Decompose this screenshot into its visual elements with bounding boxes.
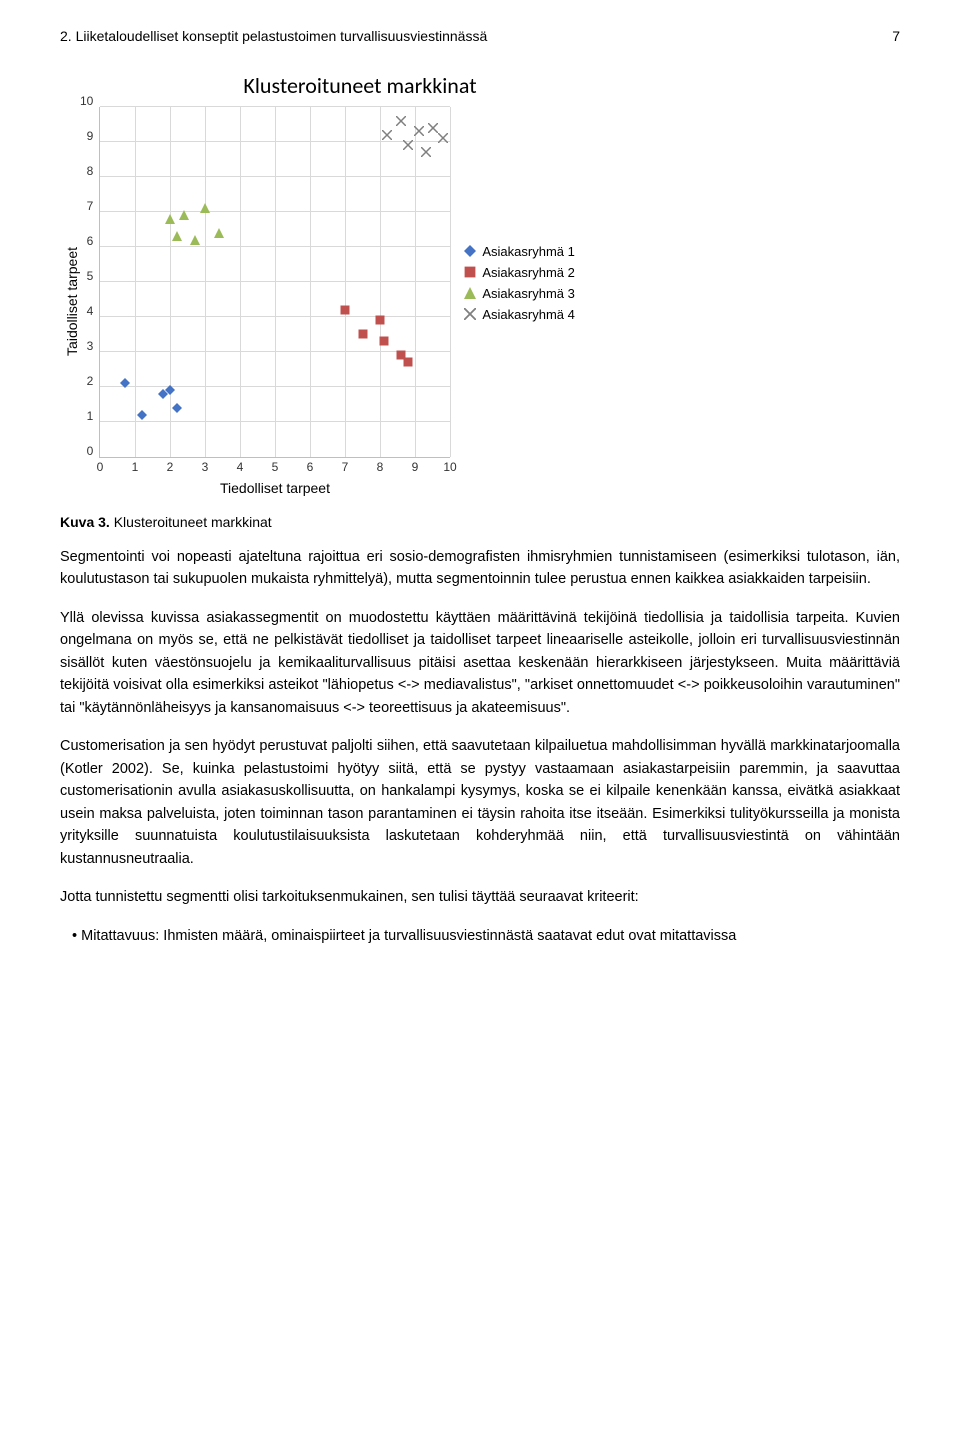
data-point (403, 137, 413, 147)
header-page-number: 7 (892, 28, 900, 44)
data-point (438, 130, 448, 140)
paragraph-1: Segmentointi voi nopeasti ajateltuna raj… (60, 546, 900, 591)
plot-area (99, 107, 450, 458)
paragraph-2: Yllä olevissa kuvissa asiakassegmentit o… (60, 607, 900, 719)
data-point (137, 407, 147, 417)
header-title: 2. Liiketaloudelliset konseptit pelastus… (60, 28, 487, 44)
y-axis-label: Taidolliset tarpeet (60, 247, 80, 356)
data-point (428, 120, 438, 130)
diamond-icon (464, 245, 476, 257)
data-point (179, 207, 189, 217)
legend-item: Asiakasryhmä 3 (464, 286, 574, 301)
scatter-chart: Klusteroituneet markkinat Taidolliset ta… (60, 72, 660, 496)
bullet-1: Mitattavuus: Ihmisten määrä, ominaispiir… (60, 925, 900, 947)
data-point (414, 123, 424, 133)
data-point (375, 312, 385, 322)
legend-item: Asiakasryhmä 1 (464, 244, 574, 259)
caption-text: Klusteroituneet markkinat (114, 514, 272, 530)
paragraph-3: Customerisation ja sen hyödyt perustuvat… (60, 735, 900, 870)
chart-legend: Asiakasryhmä 1 Asiakasryhmä 2 Asiakasryhmä… (464, 238, 574, 328)
caption-label: Kuva 3. (60, 514, 110, 530)
data-point (379, 333, 389, 343)
legend-label: Asiakasryhmä 2 (482, 265, 574, 280)
square-icon (464, 266, 476, 278)
data-point (403, 354, 413, 364)
data-point (358, 326, 368, 336)
data-point (172, 228, 182, 238)
data-point (396, 113, 406, 123)
data-point (190, 232, 200, 242)
legend-label: Asiakasryhmä 1 (482, 244, 574, 259)
data-point (421, 144, 431, 154)
x-axis-label: Tiedolliset tarpeet (100, 480, 450, 496)
data-point (120, 375, 130, 385)
data-point (165, 382, 175, 392)
data-point (214, 225, 224, 235)
data-point (172, 400, 182, 410)
x-axis-ticks: 012345678910 (100, 458, 450, 474)
legend-label: Asiakasryhmä 4 (482, 307, 574, 322)
data-point (165, 211, 175, 221)
legend-label: Asiakasryhmä 3 (482, 286, 574, 301)
legend-item: Asiakasryhmä 2 (464, 265, 574, 280)
paragraph-4: Jotta tunnistettu segmentti olisi tarkoi… (60, 886, 900, 908)
figure-caption: Kuva 3. Klusteroituneet markkinat (60, 514, 900, 530)
legend-item: Asiakasryhmä 4 (464, 307, 574, 322)
data-point (340, 302, 350, 312)
data-point (200, 200, 210, 210)
chart-title: Klusteroituneet markkinat (60, 72, 660, 99)
x-icon (464, 308, 476, 320)
y-axis-ticks: 109876543210 (80, 107, 99, 457)
page-header: 2. Liiketaloudelliset konseptit pelastus… (60, 28, 900, 44)
data-point (382, 127, 392, 137)
triangle-icon (464, 287, 476, 299)
